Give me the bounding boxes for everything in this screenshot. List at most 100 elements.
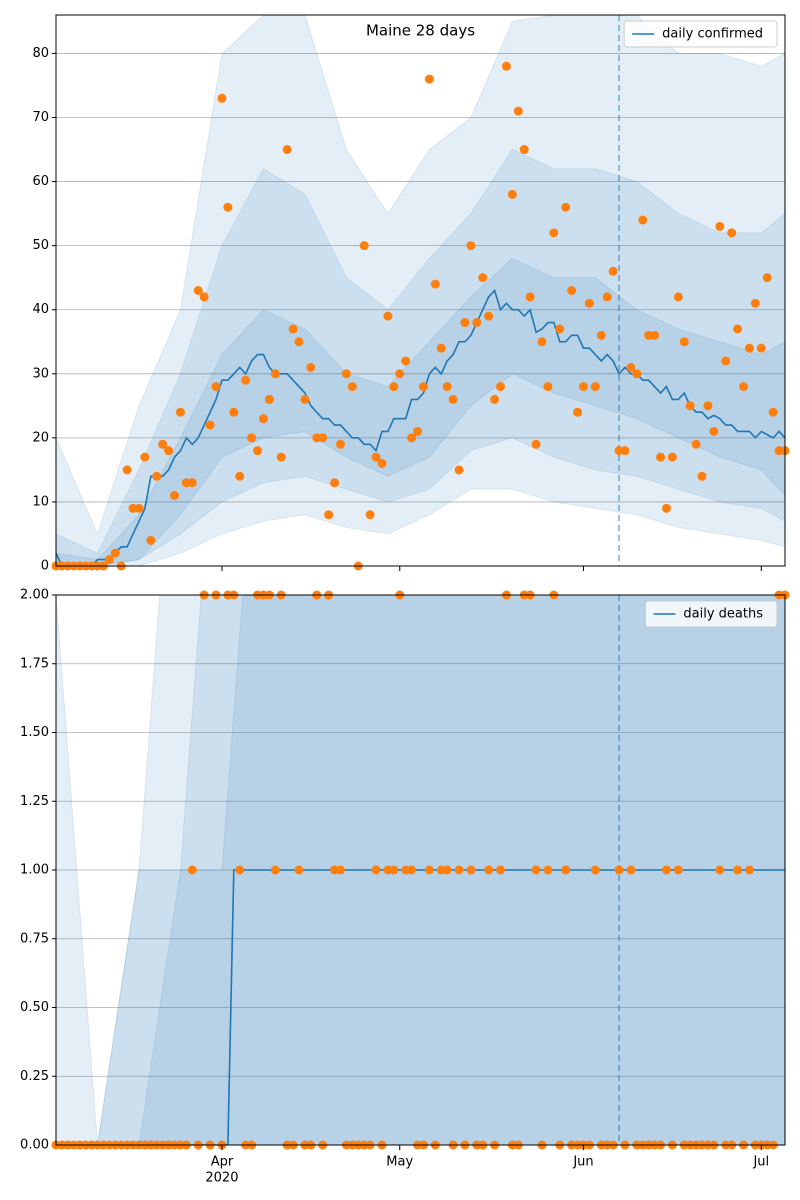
observed-point (424, 865, 434, 875)
observed-point (442, 865, 452, 875)
observed-point (756, 343, 766, 353)
chart-title: Maine 28 days (366, 22, 475, 40)
observed-point (294, 865, 304, 875)
observed-point (110, 548, 120, 558)
observed-point (697, 471, 707, 481)
observed-point (561, 202, 571, 212)
legend-box (644, 600, 778, 628)
y-tick-label: 40 (32, 302, 49, 317)
observed-point (253, 446, 263, 456)
observed-point (561, 865, 571, 875)
observed-point (454, 465, 464, 475)
observed-point (217, 93, 227, 103)
observed-point (715, 865, 725, 875)
legend-label: daily confirmed (662, 27, 763, 42)
observed-point (656, 452, 666, 462)
observed-point (318, 433, 328, 443)
observed-point (371, 865, 381, 875)
observed-point (276, 452, 286, 462)
observed-point (335, 865, 345, 875)
observed-point (264, 394, 274, 404)
observed-point (365, 510, 375, 520)
observed-point (330, 478, 340, 488)
y-tick-label: 1.75 (20, 656, 49, 671)
observed-point (436, 343, 446, 353)
observed-point (626, 865, 636, 875)
plot-layer (56, 595, 785, 1145)
observed-point (341, 369, 351, 379)
x-tick-label: Jun (572, 1155, 593, 1170)
series-line (56, 288, 785, 566)
observed-point (519, 145, 529, 155)
observed-point (407, 433, 417, 443)
observed-point (661, 865, 671, 875)
observed-point (258, 414, 268, 424)
observed-point (223, 202, 233, 212)
observed-point (543, 382, 553, 392)
observed-point (211, 382, 221, 392)
y-tick-label: 70 (32, 110, 49, 125)
observed-point (709, 426, 719, 436)
observed-point (578, 382, 588, 392)
observed-point (270, 369, 280, 379)
y-tick-label: 50 (32, 238, 49, 253)
observed-point (418, 382, 428, 392)
observed-point (703, 401, 713, 411)
observed-point (199, 292, 209, 302)
confidence-band (56, 148, 785, 566)
observed-point (288, 324, 298, 334)
observed-point (549, 228, 559, 238)
observed-point (721, 356, 731, 366)
observed-point (762, 273, 772, 283)
observed-point (650, 330, 660, 340)
observed-point (371, 452, 381, 462)
observed-point (389, 865, 399, 875)
observed-point (140, 452, 150, 462)
observed-point (537, 337, 547, 347)
y-tick-label: 20 (32, 430, 49, 445)
observed-point (691, 439, 701, 449)
y-tick-label: 0.25 (20, 1069, 49, 1084)
confidence-band (56, 15, 785, 566)
observed-point (395, 369, 405, 379)
observed-point (525, 292, 535, 302)
observed-point (744, 343, 754, 353)
x-tick-sublabel: 2020 (205, 1171, 238, 1186)
observed-point (531, 865, 541, 875)
observed-point (733, 324, 743, 334)
y-tick-label: 1.00 (20, 863, 49, 878)
observed-point (377, 458, 387, 468)
observed-point (507, 189, 517, 199)
observed-point (407, 865, 417, 875)
x-tick-label: Jul (752, 1155, 769, 1170)
observed-point (134, 503, 144, 513)
observed-point (626, 362, 636, 372)
observed-point (164, 446, 174, 456)
observed-point (484, 311, 494, 321)
legend: daily confirmed (632, 27, 763, 42)
observed-point (484, 865, 494, 875)
observed-point (567, 286, 577, 295)
observed-point (584, 298, 594, 308)
observed-point (389, 382, 399, 392)
x-tick-label: May (386, 1155, 413, 1170)
observed-point (235, 865, 245, 875)
observed-point (715, 221, 725, 231)
legend-box (623, 20, 778, 48)
observed-point (478, 273, 488, 283)
observed-point (187, 478, 197, 488)
observed-point (638, 215, 648, 225)
observed-point (590, 865, 600, 875)
observed-point (270, 865, 280, 875)
observed-point (324, 510, 334, 520)
observed-point (152, 471, 162, 481)
observed-point (401, 356, 411, 366)
y-tick-label: 2.00 (20, 588, 49, 603)
observed-point (247, 433, 257, 443)
observed-point (602, 292, 612, 302)
y-tick-label: 1.50 (20, 725, 49, 740)
observed-point (442, 382, 452, 392)
axes-frame (55, 14, 786, 567)
